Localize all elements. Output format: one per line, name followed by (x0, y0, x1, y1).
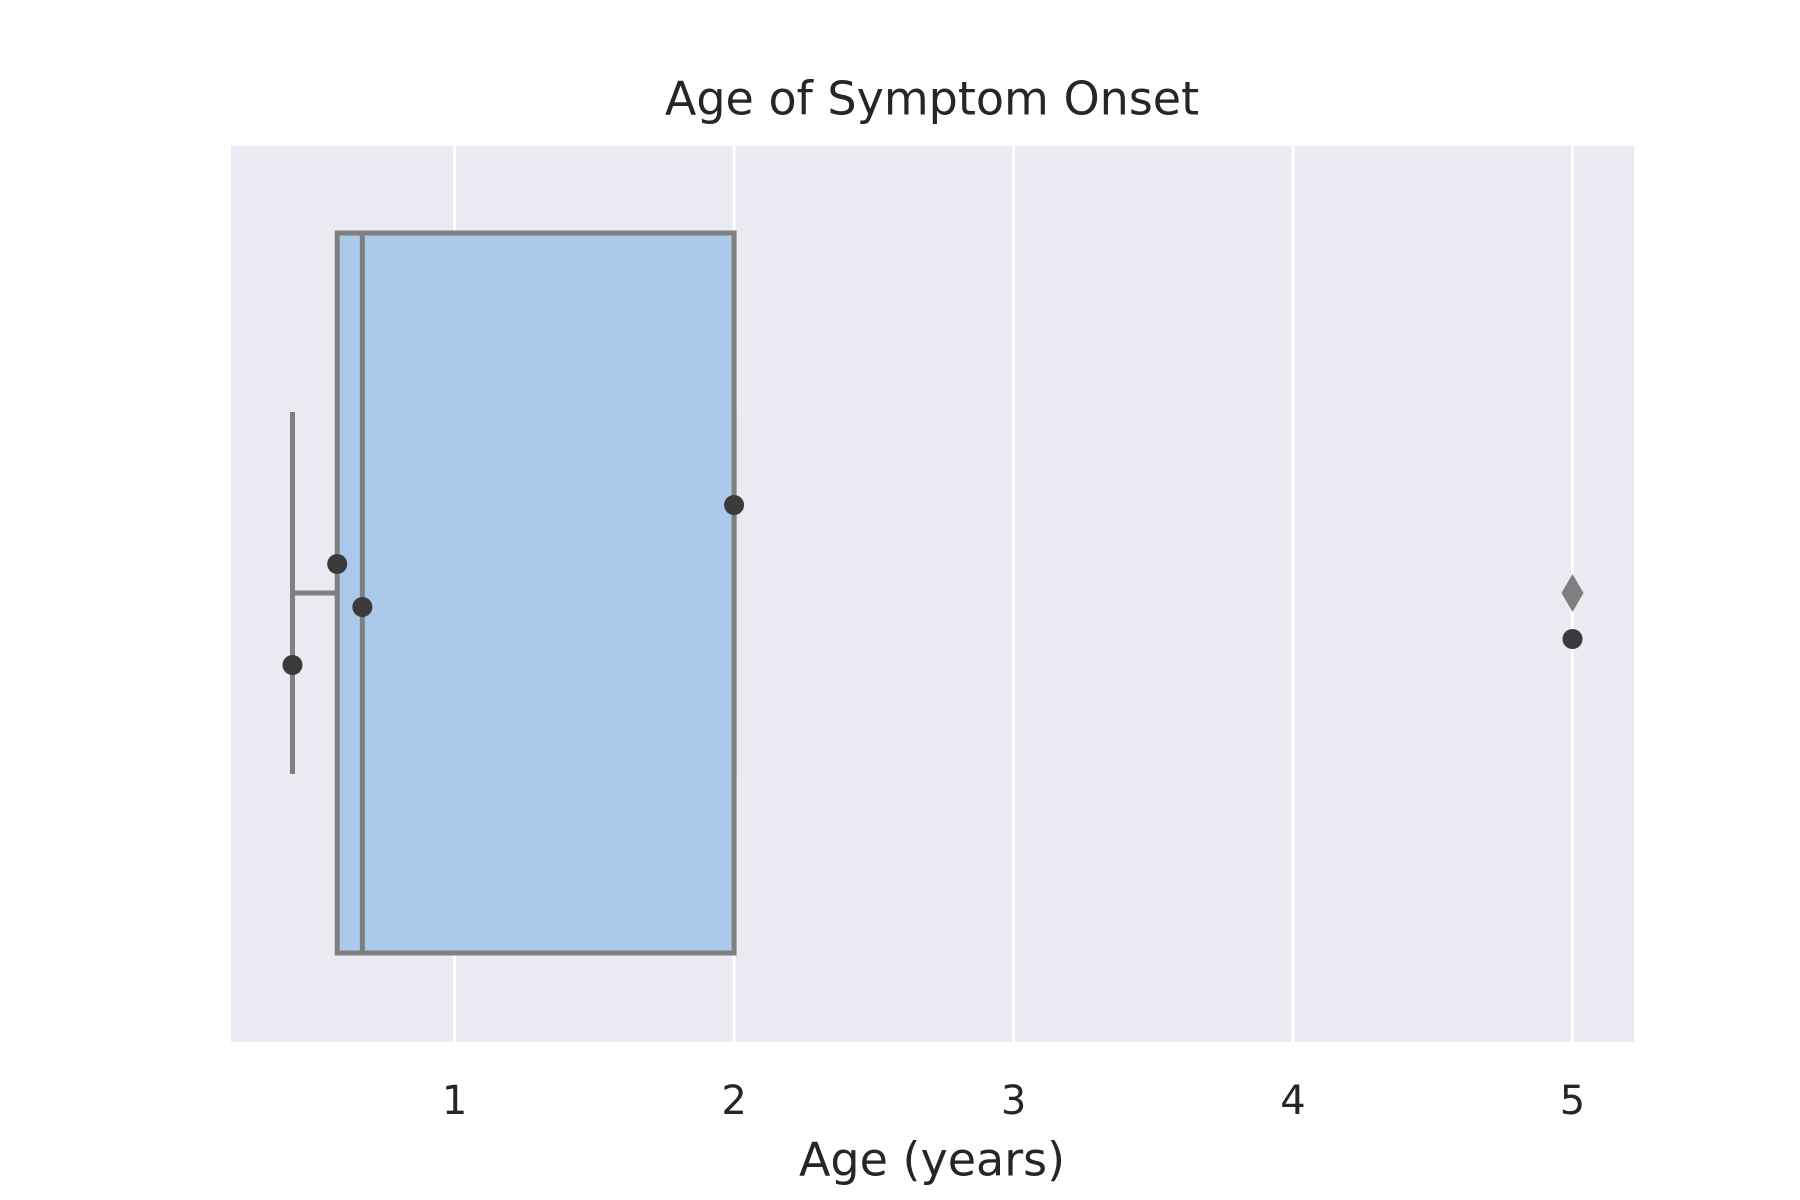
x-tick-label: 4 (1280, 1078, 1305, 1124)
point (327, 554, 348, 574)
point (352, 597, 373, 617)
point (1562, 629, 1583, 649)
x-axis-label: Age (years) (799, 1133, 1065, 1187)
x-tick-label: 5 (1560, 1078, 1585, 1124)
chart-title: Age of Symptom Onset (665, 72, 1199, 126)
x-tick-label: 1 (442, 1078, 467, 1124)
box (334, 230, 737, 956)
point (282, 655, 303, 675)
flier (1561, 574, 1584, 612)
x-tick-label: 3 (1001, 1078, 1026, 1124)
x-tick-label: 2 (721, 1078, 746, 1124)
point (724, 495, 745, 515)
